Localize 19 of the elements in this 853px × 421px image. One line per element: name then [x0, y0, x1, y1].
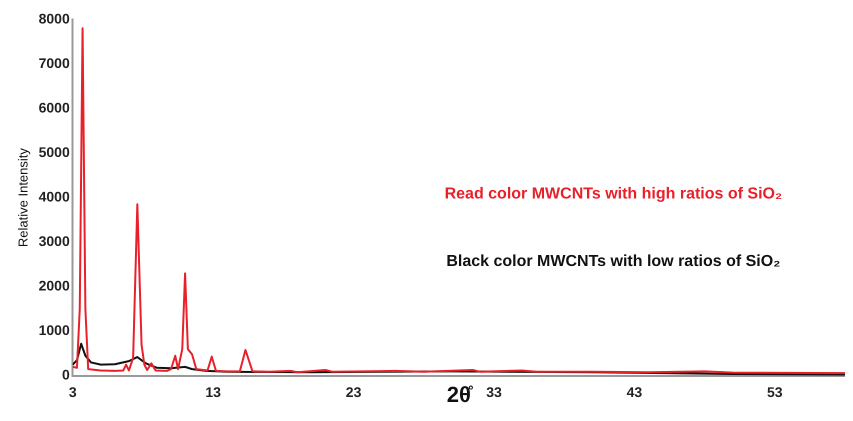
y-tick-label: 7000: [38, 54, 70, 71]
x-tick-label: 53: [767, 384, 783, 400]
y-tick-label: 2000: [38, 278, 70, 294]
text: Read color MWCNTs with high ratios of SiO₂: [444, 185, 782, 202]
y-tick-label: 8000: [38, 10, 70, 26]
x-tick-label: 43: [626, 384, 642, 400]
x-tick-label: 13: [205, 384, 222, 400]
x-tick-label: 33: [486, 384, 502, 400]
y-tick-label: 0: [62, 366, 70, 383]
x-axis-title: 2θ̊: [446, 382, 474, 407]
y-tick-label: 3000: [38, 233, 70, 250]
x-tick-label: 3: [68, 384, 77, 400]
text: Black color MWCNTs with low ratios of SiO₂: [446, 253, 780, 270]
x-tick-label: 23: [346, 384, 362, 400]
y-axis-title: Relative Intensity: [15, 148, 30, 248]
y-tick-label: 4000: [38, 188, 70, 204]
y-tick-label: 5000: [38, 144, 70, 160]
y-tick-label: 6000: [38, 99, 70, 116]
y-tick-label: 1000: [38, 322, 70, 338]
